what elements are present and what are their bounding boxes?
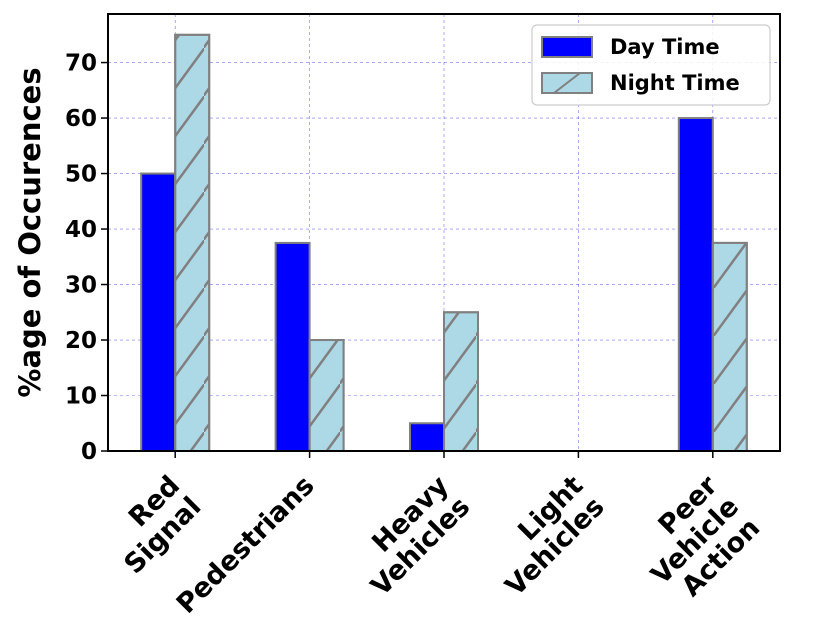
bar-day-2 — [409, 422, 445, 452]
y-tick-label: 10 — [65, 384, 97, 410]
legend-hatch — [553, 72, 581, 94]
x-tick-label: Pedestrians — [171, 470, 321, 620]
x-tick-label-text: LightVehicles — [478, 470, 610, 602]
x-tick-label: PeerVehicleAction — [624, 470, 766, 612]
bar-day-4 — [677, 117, 714, 453]
x-tick-label: LightVehicles — [478, 470, 611, 602]
legend-label: Night Time — [610, 71, 740, 95]
x-tick-label-text: PeerVehicleAction — [624, 470, 766, 612]
x-tick-label: RedSignal — [97, 470, 207, 580]
x-tick-label-line: Pedestrians — [171, 470, 321, 620]
x-tick-label: HeavyVehicles — [344, 470, 476, 602]
y-axis-label: %age of Occurences — [13, 67, 47, 397]
y-tick-label: 70 — [65, 51, 97, 77]
y-tick-label: 40 — [65, 217, 97, 243]
x-tick-label-text: HeavyVehicles — [344, 470, 476, 602]
bar-day-0 — [140, 172, 177, 453]
legend: Day Time Night Time — [531, 24, 771, 106]
bar-hatch-1 — [308, 339, 345, 452]
y-tick-label: 0 — [81, 439, 97, 465]
x-tick-label-text: RedSignal — [97, 470, 207, 580]
bar-hatch-4 — [711, 241, 748, 452]
y-tick-label: 30 — [65, 273, 97, 299]
y-tick-label: 60 — [65, 106, 97, 132]
legend-label: Day Time — [610, 35, 720, 59]
x-tick-label-text: Pedestrians — [171, 470, 321, 620]
bar-hatch-2 — [443, 311, 479, 452]
y-tick-label: 20 — [65, 328, 97, 354]
bars — [140, 33, 748, 453]
bar-hatch-0 — [174, 33, 211, 453]
legend-swatch — [541, 36, 593, 58]
y-tick-label: 50 — [65, 162, 97, 188]
bar-day-1 — [274, 241, 311, 452]
